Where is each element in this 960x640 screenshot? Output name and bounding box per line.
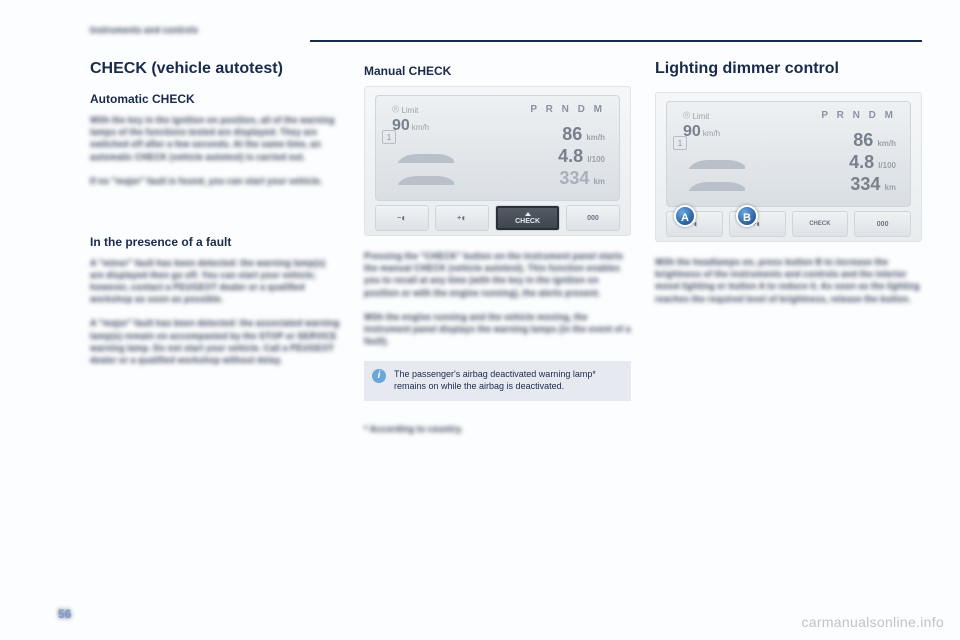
- dash-gear: P R N D M: [821, 110, 896, 121]
- dash-side-num: 1: [382, 130, 396, 144]
- dash-button-check-small[interactable]: CHECK: [792, 211, 849, 237]
- para-fault-1: A "minor" fault has been detected: the w…: [90, 257, 340, 306]
- para-manual-2: With the engine running and the vehicle …: [364, 311, 631, 347]
- header-rule: [310, 40, 922, 42]
- dash-limit-unit: km/h: [703, 129, 720, 138]
- dash-button-000[interactable]: 000: [566, 205, 620, 231]
- subtitle-automatic-check: Automatic CHECK: [90, 92, 340, 106]
- para-auto-1: With the key in the ignition on position…: [90, 114, 340, 163]
- footnote: * According to country.: [364, 423, 631, 435]
- column-middle: Manual CHECK ⌾ Limit 90km/h P R N D M 1 …: [364, 60, 631, 435]
- title-dimmer: Lighting dimmer control: [655, 60, 922, 78]
- column-left: CHECK (vehicle autotest) Automatic CHECK…: [90, 60, 340, 435]
- dash-button-dim-up[interactable]: +◐: [435, 205, 489, 231]
- dash-consumption: 4.8: [849, 152, 874, 173]
- dash-limit: ⌾ Limit 90km/h: [683, 108, 720, 141]
- dash-button-check-label: CHECK: [515, 218, 540, 225]
- para-manual-1: Pressing the "CHECK" button on the instr…: [364, 250, 631, 299]
- para-dimmer: With the headlamps on, press button B to…: [655, 256, 922, 305]
- dash-consumption: 4.8: [558, 146, 583, 167]
- dash-button-000[interactable]: 000: [854, 211, 911, 237]
- car-silhouette-icon: [687, 156, 747, 172]
- subtitle-manual-check: Manual CHECK: [364, 64, 631, 78]
- title-check: CHECK (vehicle autotest): [90, 60, 340, 78]
- dash-consumption-unit: l/100: [878, 161, 896, 170]
- dash-range-unit: km: [593, 177, 605, 186]
- arrow-up-icon: [525, 212, 531, 216]
- dash-limit: ⌾ Limit 90km/h: [392, 102, 429, 135]
- dash-limit-label: Limit: [692, 112, 709, 121]
- info-text: The passenger's airbag deactivated warni…: [394, 369, 596, 391]
- dash-consumption-unit: l/100: [587, 155, 605, 164]
- subtitle-fault: In the presence of a fault: [90, 235, 340, 249]
- watermark: carmanualsonline.info: [802, 614, 945, 630]
- dash-limit-unit: km/h: [412, 123, 429, 132]
- dash-speed-unit: km/h: [877, 139, 896, 148]
- page-number: 56: [58, 606, 71, 622]
- dash-limit-label: Limit: [401, 106, 418, 115]
- dash-button-check[interactable]: CHECK: [495, 205, 560, 231]
- running-head: Instruments and controls: [90, 24, 922, 36]
- dash-range: 334: [559, 168, 589, 189]
- car-silhouette-icon: [687, 178, 747, 194]
- info-box: i The passenger's airbag deactivated war…: [364, 361, 631, 400]
- dash-gear: P R N D M: [530, 104, 605, 115]
- para-fault-2: A "major" fault has been detected: the a…: [90, 317, 340, 366]
- marker-b: B: [736, 205, 758, 227]
- dash-speed: 86: [562, 124, 582, 145]
- dash-side-num: 1: [673, 136, 687, 150]
- info-icon: i: [372, 369, 386, 383]
- dash-speed-unit: km/h: [586, 133, 605, 142]
- dash-range-unit: km: [884, 183, 896, 192]
- column-right: Lighting dimmer control ⌾ Limit 90km/h P…: [655, 60, 922, 435]
- dash-speed: 86: [853, 130, 873, 151]
- para-auto-2: If no "major" fault is found, you can st…: [90, 175, 340, 187]
- dash-button-dim-down[interactable]: −◐: [375, 205, 429, 231]
- marker-a: A: [674, 205, 696, 227]
- car-silhouette-icon: [396, 150, 456, 166]
- instrument-panel-image-check: ⌾ Limit 90km/h P R N D M 1 86 km/h 4.8: [364, 86, 631, 236]
- car-silhouette-icon: [396, 172, 456, 188]
- instrument-panel-image-dimmer: ⌾ Limit 90km/h P R N D M 1 86 km/h 4.8: [655, 92, 922, 242]
- dash-range: 334: [850, 174, 880, 195]
